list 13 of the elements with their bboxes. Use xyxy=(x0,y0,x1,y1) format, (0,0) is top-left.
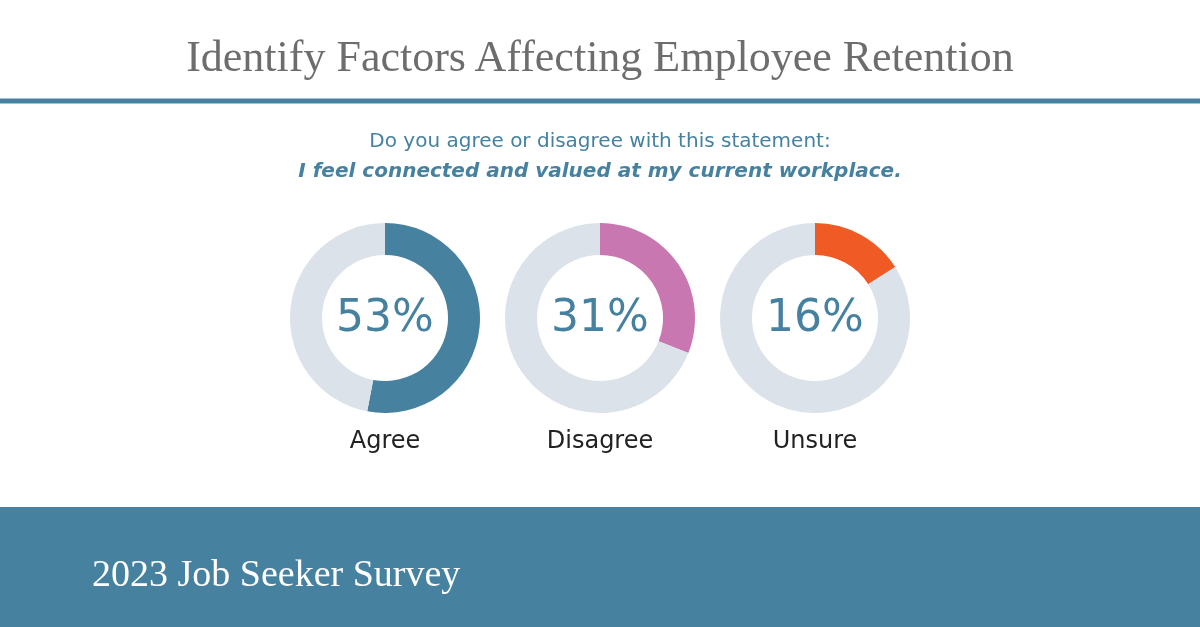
data-label: 53% xyxy=(336,290,434,341)
donut-slice xyxy=(720,223,910,413)
text: I feel connected and valued at my current workplace. xyxy=(298,158,902,182)
text: Agree xyxy=(349,426,421,454)
text: Disagree xyxy=(546,426,654,454)
data-label: 31% xyxy=(551,290,649,341)
donut-slice xyxy=(505,223,689,413)
data-label: 16% xyxy=(766,290,864,341)
donut-slice xyxy=(815,223,896,285)
text: Do you agree or disagree with this statement: xyxy=(369,128,831,152)
text: Unsure xyxy=(772,426,858,454)
text: Identify Factors Affecting Employee Retention xyxy=(186,32,1014,81)
text: 2023 Job Seeker Survey xyxy=(92,552,461,594)
